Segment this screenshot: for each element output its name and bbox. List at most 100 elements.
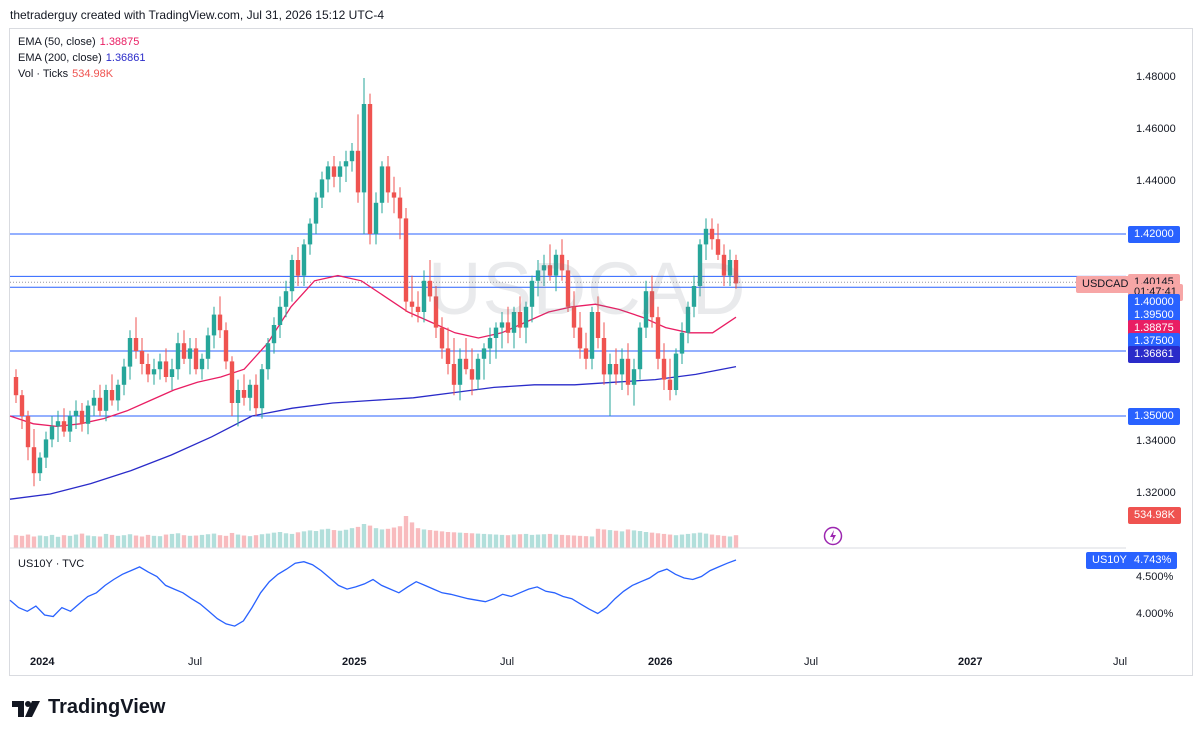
candle-body — [121, 366, 127, 385]
ema200-line — [9, 365, 737, 500]
volume-bar — [343, 529, 349, 548]
volume-bar — [577, 535, 583, 548]
price-badge: 1.36861 — [1128, 345, 1180, 363]
volume-bar — [301, 531, 307, 548]
volume-bar — [265, 533, 271, 548]
candle-body — [385, 166, 391, 193]
volume-bar — [565, 535, 571, 548]
volume-bar — [505, 535, 511, 548]
volume-bar — [463, 532, 469, 548]
candle-body — [505, 322, 511, 333]
time-tick-label: Jul — [804, 656, 819, 668]
lightning-icon[interactable] — [823, 526, 843, 546]
volume-bar — [673, 535, 679, 548]
time-tick-label: 2024 — [30, 656, 55, 668]
candle-body — [529, 280, 535, 307]
candle-body — [109, 390, 115, 401]
volume-bar — [493, 534, 499, 548]
volume-bar — [721, 535, 727, 548]
volume-bar — [601, 529, 607, 548]
time-tick-label: Jul — [188, 656, 203, 668]
volume-bar — [613, 530, 619, 548]
volume-bar — [571, 535, 577, 548]
volume-bar — [235, 534, 241, 548]
volume-bar — [583, 536, 589, 548]
candle-body — [577, 327, 583, 349]
candle-body — [409, 301, 415, 307]
symbol-watermark: USDCAD — [428, 247, 747, 330]
volume-bar — [307, 530, 313, 548]
volume-bar — [79, 533, 85, 548]
price-badge: 1.38875 — [1128, 319, 1180, 337]
candle-body — [733, 260, 739, 284]
candle-body — [487, 338, 493, 349]
volume-badge: 534.98K — [1128, 507, 1181, 524]
candle-body — [355, 150, 361, 193]
candle-body — [175, 343, 181, 370]
volume-bar — [187, 535, 193, 548]
candle-body — [19, 395, 25, 416]
time-tick-label: Jul — [500, 656, 515, 668]
legend-value: 1.36861 — [105, 52, 146, 64]
candle-body — [619, 358, 625, 375]
volume-bar — [91, 536, 97, 548]
volume-bar — [103, 533, 109, 548]
volume-bar — [457, 532, 463, 548]
volume-bar — [391, 527, 397, 548]
volume-bar — [667, 534, 673, 548]
candle-body — [115, 384, 121, 401]
volume-bar — [397, 526, 403, 548]
volume-bar — [643, 532, 649, 548]
candle-body — [25, 416, 31, 448]
volume-bar — [19, 535, 25, 548]
candle-body — [481, 348, 487, 359]
volume-bar — [169, 533, 175, 548]
legend-value: 1.38875 — [99, 36, 140, 48]
price-tick-label: 1.34000 — [1136, 435, 1176, 447]
us10y-value-badge: 4.743% — [1128, 552, 1178, 569]
candle-body — [565, 270, 571, 307]
candle-body — [193, 348, 199, 370]
volume-bar — [31, 536, 37, 548]
candle-body — [685, 306, 691, 333]
candle-body — [433, 296, 439, 328]
candle-body — [589, 312, 595, 359]
price-badge: 1.39500 — [1128, 306, 1180, 324]
candle-body — [145, 364, 151, 375]
volume-bar — [385, 528, 391, 548]
candle-body — [469, 369, 475, 380]
candle-body — [127, 338, 133, 367]
price-badge: 1.35000 — [1128, 408, 1180, 425]
candle-body — [337, 166, 343, 177]
volume-bar — [85, 535, 91, 548]
volume-bar — [259, 534, 265, 548]
volume-bar — [469, 533, 475, 548]
legend-item: EMA (50, close) 1.38875 — [18, 36, 139, 48]
volume-bar — [655, 533, 661, 548]
price-tick-label: 1.48000 — [1136, 71, 1176, 83]
candle-body — [403, 218, 409, 302]
volume-bar — [361, 524, 367, 548]
volume-bar — [529, 534, 535, 548]
candle-body — [643, 291, 649, 328]
volume-bar — [157, 536, 163, 548]
volume-bar — [127, 534, 133, 548]
chart-frame[interactable] — [9, 28, 1193, 676]
indicator-tick-label: 4.500% — [1136, 571, 1174, 583]
candle-body — [547, 265, 553, 276]
candle-body — [55, 421, 61, 427]
volume-bar — [511, 534, 517, 548]
volume-bar — [559, 534, 565, 548]
candle-body — [85, 405, 91, 424]
candle-body — [463, 358, 469, 370]
candle-body — [307, 223, 313, 245]
us10y-badge: US10Y — [1086, 552, 1133, 569]
volume-bar — [709, 534, 715, 548]
volume-bar — [349, 528, 355, 548]
volume-bar — [487, 534, 493, 548]
volume-bar — [25, 534, 31, 548]
volume-bar — [595, 528, 601, 548]
volume-bar — [541, 534, 547, 548]
candle-body — [631, 369, 637, 385]
